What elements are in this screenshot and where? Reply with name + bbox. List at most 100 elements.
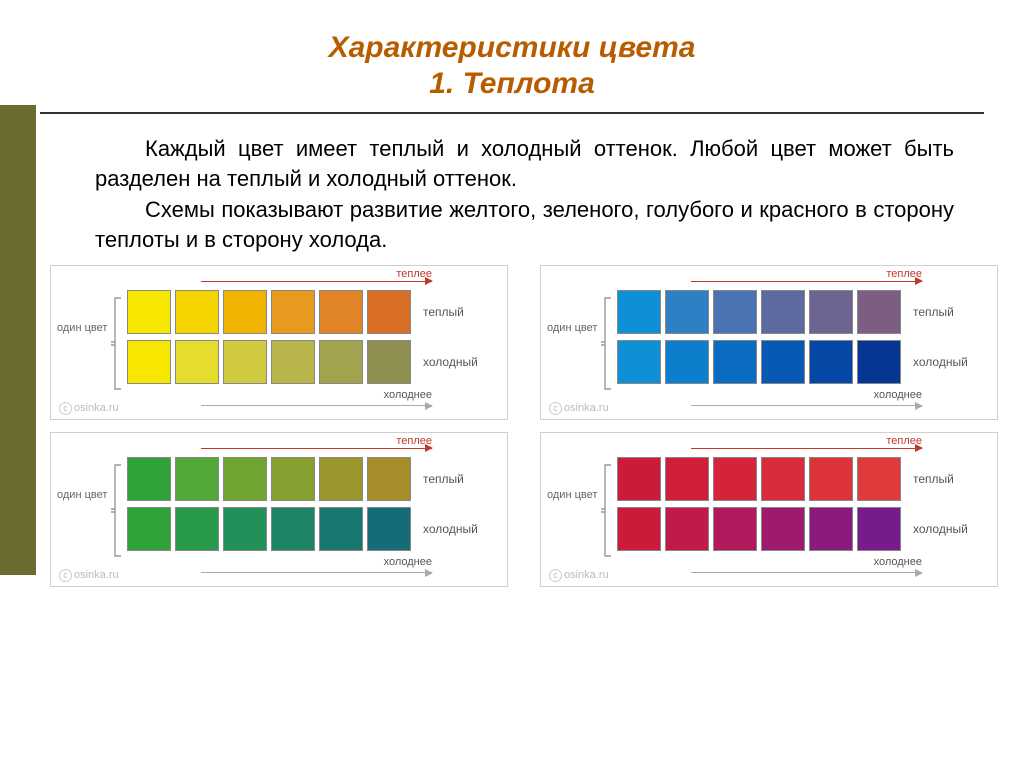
arrow-colder: холоднее <box>201 395 432 409</box>
paragraph-2: Схемы показывают развитие желтого, зелен… <box>95 195 954 254</box>
label-warmer: теплее <box>886 268 922 280</box>
color-swatch <box>223 507 267 551</box>
row-label: холодный <box>913 355 983 369</box>
label-warmer: теплее <box>396 268 432 280</box>
color-swatch <box>367 507 411 551</box>
color-swatch <box>665 507 709 551</box>
color-swatch <box>617 290 661 334</box>
row-label: теплый <box>913 305 983 319</box>
color-swatch <box>175 457 219 501</box>
color-swatch <box>175 507 219 551</box>
chart-yellow: теплее один цвет теплый холодный холоднее cos… <box>50 265 508 420</box>
color-swatch <box>713 507 757 551</box>
color-swatch <box>761 340 805 384</box>
color-swatch <box>223 340 267 384</box>
swatch-rows: теплый холодный <box>127 457 493 557</box>
swatch-row-cold_row: холодный <box>127 340 493 384</box>
color-swatch <box>761 290 805 334</box>
color-swatch <box>319 340 363 384</box>
charts-grid: теплее один цвет теплый холодный холоднее cos… <box>50 265 1024 587</box>
slide: Характеристики цвета 1. Теплота Каждый ц… <box>0 0 1024 767</box>
swatch-row-warm_row: теплый <box>617 457 983 501</box>
watermark: cosinka.ru <box>549 402 609 415</box>
swatch-rows: теплый холодный <box>127 290 493 390</box>
color-swatch <box>127 507 171 551</box>
swatch-row-cold_row: холодный <box>617 507 983 551</box>
color-swatch <box>319 290 363 334</box>
swatch-rows: теплый холодный <box>617 457 983 557</box>
row-label: холодный <box>423 522 493 536</box>
label-colder: холоднее <box>874 389 922 401</box>
title-line-1: Характеристики цвета <box>0 30 1024 66</box>
watermark: cosinka.ru <box>59 569 119 582</box>
swatch-row-cold_row: холодный <box>127 507 493 551</box>
bracket-icon <box>599 296 613 391</box>
paragraph-1: Каждый цвет имеет теплый и холодный отте… <box>95 134 954 193</box>
label-colder: холоднее <box>384 389 432 401</box>
color-swatch <box>127 340 171 384</box>
color-swatch <box>617 340 661 384</box>
color-swatch <box>223 290 267 334</box>
color-swatch <box>223 457 267 501</box>
label-warmer: теплее <box>396 435 432 447</box>
arrow-warmer: теплее <box>201 439 432 453</box>
swatch-row-cold_row: холодный <box>617 340 983 384</box>
color-swatch <box>809 340 853 384</box>
chart-blue: теплееодин цветтеплыйхолодныйхолоднееcos… <box>540 265 998 420</box>
color-swatch <box>857 507 901 551</box>
side-accent-bar <box>0 105 36 575</box>
title-line-2: 1. Теплота <box>0 66 1024 102</box>
color-swatch <box>271 457 315 501</box>
color-swatch <box>617 507 661 551</box>
watermark: cosinka.ru <box>59 402 119 415</box>
label-colder: холоднее <box>384 556 432 568</box>
arrow-warmer: теплее <box>691 439 922 453</box>
color-swatch <box>761 507 805 551</box>
color-swatch <box>271 507 315 551</box>
color-swatch <box>809 290 853 334</box>
row-label: холодный <box>423 355 493 369</box>
watermark: cosinka.ru <box>549 569 609 582</box>
bracket-icon <box>599 463 613 558</box>
row-label: теплый <box>423 472 493 486</box>
color-swatch <box>127 457 171 501</box>
color-swatch <box>857 290 901 334</box>
color-swatch <box>857 457 901 501</box>
arrow-warmer: теплее <box>691 272 922 286</box>
color-swatch <box>665 340 709 384</box>
slide-title: Характеристики цвета 1. Теплота <box>0 0 1024 102</box>
color-swatch <box>271 340 315 384</box>
bracket-icon <box>109 296 123 391</box>
arrow-colder: холоднее <box>691 395 922 409</box>
title-underline <box>40 112 984 114</box>
color-swatch <box>175 340 219 384</box>
label-warmer: теплее <box>886 435 922 447</box>
color-swatch <box>713 457 757 501</box>
row-label: теплый <box>423 305 493 319</box>
label-one-color: один цвет <box>547 489 599 502</box>
color-swatch <box>319 507 363 551</box>
label-one-color: один цвет <box>57 489 109 502</box>
arrow-colder: холоднее <box>691 562 922 576</box>
label-colder: холоднее <box>874 556 922 568</box>
swatch-row-warm_row: теплый <box>127 457 493 501</box>
swatch-rows: теплый холодный <box>617 290 983 390</box>
color-swatch <box>367 340 411 384</box>
color-swatch <box>713 340 757 384</box>
color-swatch <box>367 290 411 334</box>
swatch-row-warm_row: теплый <box>617 290 983 334</box>
color-swatch <box>857 340 901 384</box>
swatch-row-warm_row: теплый <box>127 290 493 334</box>
color-swatch <box>175 290 219 334</box>
chart-green: теплее один цвет теплый холодный холоднее cos… <box>50 432 508 587</box>
chart-red: теплее один цвет теплый холодный холоднее cos… <box>540 432 998 587</box>
label-one-color: один цвет <box>57 322 109 335</box>
color-swatch <box>665 457 709 501</box>
color-swatch <box>367 457 411 501</box>
color-swatch <box>761 457 805 501</box>
bracket-icon <box>109 463 123 558</box>
arrow-warmer: теплее <box>201 272 432 286</box>
arrow-colder: холоднее <box>201 562 432 576</box>
row-label: теплый <box>913 472 983 486</box>
color-swatch <box>271 290 315 334</box>
